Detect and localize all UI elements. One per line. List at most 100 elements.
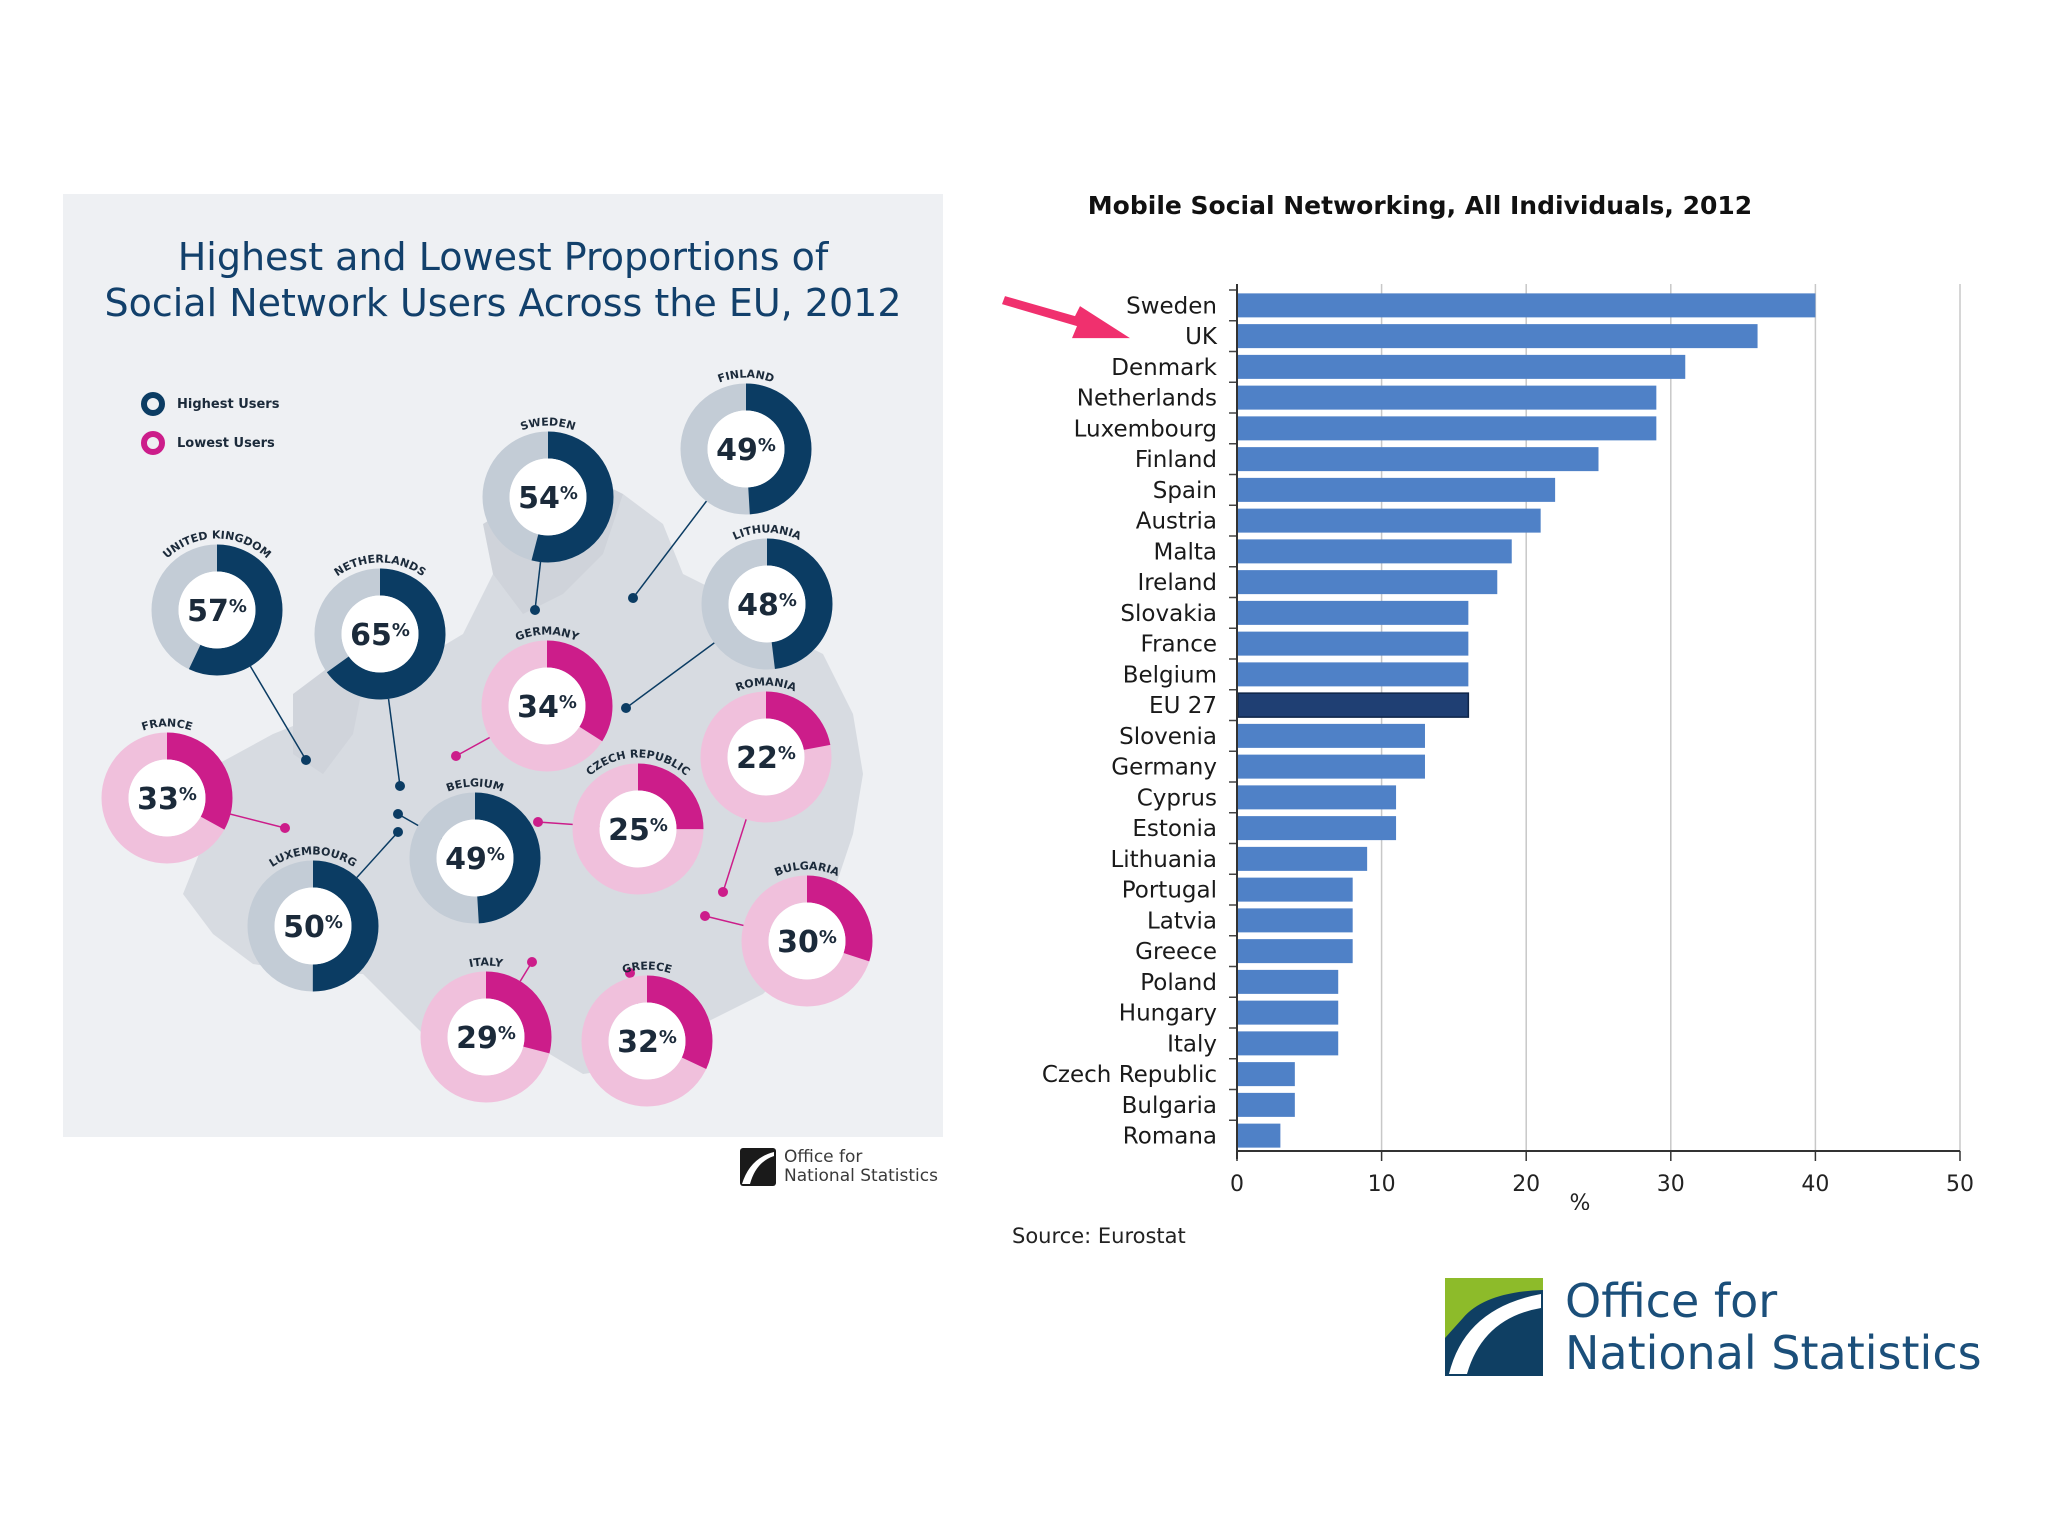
legend-highest-label: Highest Users (177, 396, 280, 412)
donut-sweden: 54% SWEDEN (482, 415, 614, 563)
donut-value-arc (701, 538, 833, 670)
bar-luxembourg (1238, 416, 1657, 441)
donut-value-arc (481, 640, 613, 772)
infographic-panel: 57% UNITED KINGDOM 65% NETHERLANDS 54% SWEDEN… (63, 194, 943, 1137)
bar-latvia (1238, 908, 1353, 933)
category-label: Bulgaria (1122, 1093, 1217, 1119)
bar-czech-republic (1238, 1062, 1295, 1087)
donut-center (728, 565, 806, 643)
donut-value-arc (680, 383, 812, 515)
bar-eu-27 (1237, 692, 1470, 718)
donut-france: 33% FRANCE (101, 716, 233, 864)
category-label: Germany (1111, 755, 1217, 781)
category-label: Ireland (1137, 570, 1217, 596)
bar-italy (1238, 1031, 1339, 1056)
country-name-label: FINLAND (716, 367, 776, 385)
category-label: Austria (1136, 509, 1217, 535)
donut-value-arc (420, 971, 552, 1103)
bar-spain (1238, 477, 1556, 502)
country-name-label: FRANCE (140, 716, 194, 733)
legend-lowest: Lowest Users (141, 426, 275, 460)
bar-sweden (1238, 293, 1816, 318)
country-name-label: SWEDEN (519, 415, 577, 433)
donut-percent-label: 54% (518, 481, 578, 516)
chart-title: Mobile Social Networking, All Individual… (1088, 191, 1752, 220)
country-name-label: ROMANIA (734, 675, 799, 694)
map-dot-romania (718, 887, 728, 897)
x-tick-label: 0 (1230, 1172, 1244, 1197)
ons-logo: Office for National Statistics (1445, 1275, 1982, 1379)
bar-slovakia (1238, 600, 1469, 625)
category-label: Hungary (1119, 1001, 1217, 1027)
donut-value-arc (572, 763, 704, 895)
donut-center (599, 790, 677, 868)
donut-bulgaria: 30% BULGARIA (741, 859, 873, 1007)
category-label: Slovenia (1119, 724, 1217, 750)
donut-center (447, 998, 525, 1076)
category-label: Cyprus (1137, 785, 1217, 811)
bar-netherlands (1238, 385, 1657, 410)
donut-percent-label: 57% (187, 594, 247, 629)
donut-percent-label: 29% (456, 1021, 516, 1056)
map-dot-luxembourg (393, 827, 403, 837)
category-labels: Sweden UK Denmark Netherlands Luxembourg Finl… (1042, 289, 1237, 1150)
donut-value-arc (314, 568, 446, 700)
category-label: Finland (1135, 447, 1217, 473)
bar-germany (1238, 754, 1425, 779)
donut-center (274, 887, 352, 965)
x-tick-label: 50 (1946, 1172, 1974, 1197)
category-label: Belgium (1123, 662, 1217, 688)
small-logo-line-2: National Statistics (784, 1166, 938, 1186)
donut-percent-label: 30% (777, 925, 837, 960)
donut-percent-label: 25% (608, 813, 668, 848)
category-label: Denmark (1111, 355, 1217, 381)
category-label: Romana (1123, 1124, 1217, 1150)
donut-center (707, 410, 785, 488)
donut-value-arc (409, 792, 541, 924)
map-dot-sweden (530, 605, 540, 615)
x-tick-label: 40 (1801, 1172, 1829, 1197)
category-label: Slovakia (1120, 601, 1217, 627)
donut-belgium: 49% BELGIUM (409, 776, 541, 924)
bar-austria (1238, 508, 1541, 533)
category-label: Poland (1140, 970, 1217, 996)
donut-value-arc (741, 875, 873, 1007)
legend-highest: Highest Users (141, 387, 279, 421)
donut-united-kingdom: 57%UNITED KINGDOM (151, 528, 283, 676)
map-dot-czech-republic (533, 817, 543, 827)
donut-center (727, 718, 805, 796)
title-line-1: Highest and Lowest Proportions of (177, 235, 829, 279)
bar-finland (1238, 447, 1599, 472)
map-dot-greece (625, 968, 635, 978)
bar-romana (1238, 1123, 1281, 1148)
donut-luxembourg: 50%LUXEMBOURG (247, 844, 379, 992)
donut-center (178, 571, 256, 649)
donut-center (509, 458, 587, 536)
donut-center (436, 819, 514, 897)
category-label: Greece (1135, 939, 1217, 965)
donut-value-arc (581, 975, 713, 1107)
donut-lithuania: 48% LITHUANIA (701, 523, 833, 670)
category-label: Estonia (1132, 816, 1217, 842)
donut-value-arc (247, 860, 379, 992)
donut-netherlands: 65%NETHERLANDS (314, 552, 446, 700)
donut-value-arc (482, 431, 614, 563)
bar-slovenia (1238, 723, 1425, 748)
x-axis-label: % (1570, 1191, 1591, 1210)
donut-greece: 32% GREECE (581, 959, 713, 1107)
bar-malta (1238, 539, 1512, 564)
bar-belgium (1238, 662, 1469, 687)
category-label: Sweden (1126, 293, 1217, 319)
bar-cyprus (1238, 785, 1397, 810)
category-label: Italy (1167, 1031, 1217, 1057)
donut-percent-label: 50% (283, 910, 343, 945)
ons-small-logo: Office for National Statistics (740, 1148, 938, 1186)
map-dot-united-kingdom (301, 755, 311, 765)
country-name-label: BELGIUM (444, 776, 505, 794)
category-label: Spain (1153, 478, 1217, 504)
donut-center (508, 667, 586, 745)
map-dot-france (280, 823, 290, 833)
ons-logo-icon (740, 1148, 776, 1186)
